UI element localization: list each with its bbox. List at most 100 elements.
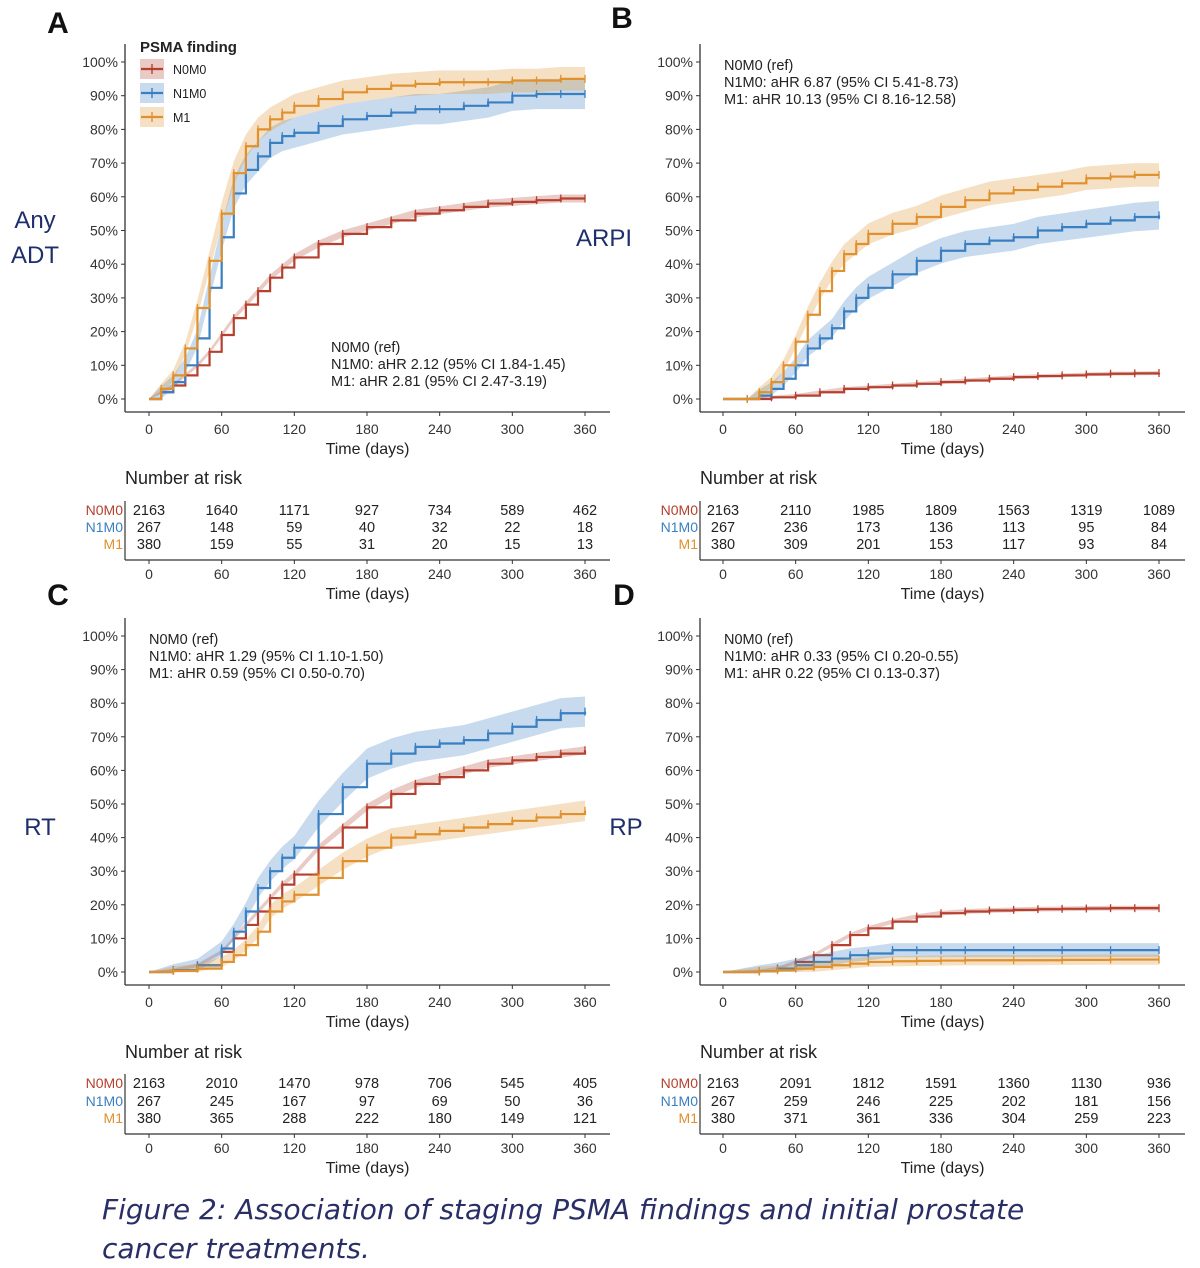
risk-cell: 149 [500, 1111, 524, 1127]
row-label: RT [24, 814, 56, 841]
series-m1 [149, 800, 587, 975]
risk-row-label: M1 [104, 1110, 124, 1126]
x-axis-label: Time (days) [326, 441, 410, 458]
risk-cell: 153 [929, 537, 953, 553]
confidence-band-n1m0 [149, 696, 585, 972]
y-tick-label: 40% [665, 830, 693, 846]
y-tick-label: 70% [665, 729, 693, 745]
y-tick-label: 90% [90, 88, 118, 104]
confidence-band-m1 [723, 163, 1159, 399]
risk-x-tick-label: 120 [857, 1140, 881, 1156]
risk-cell: 36 [577, 1094, 593, 1110]
risk-x-tick-label: 240 [1002, 1140, 1026, 1156]
series-n1m0 [149, 696, 587, 975]
risk-cell: 2091 [780, 1076, 812, 1092]
legend-label-n1m0: N1M0 [173, 87, 206, 101]
x-axis-label: Time (days) [901, 441, 985, 458]
risk-x-tick-label: 180 [929, 1140, 953, 1156]
x-tick-label: 240 [1002, 421, 1026, 437]
risk-x-tick-label: 0 [719, 566, 727, 582]
risk-x-tick-label: 240 [428, 566, 452, 582]
risk-cell: 927 [355, 503, 379, 519]
y-tick-label: 90% [90, 662, 118, 678]
risk-cell: 55 [286, 537, 302, 553]
y-tick-label: 20% [90, 897, 118, 913]
risk-row-label: N1M0 [661, 519, 699, 535]
y-tick-label: 0% [673, 391, 693, 407]
y-tick-label: 90% [665, 88, 693, 104]
risk-cell: 936 [1147, 1076, 1171, 1092]
risk-cell: 156 [1147, 1094, 1171, 1110]
y-tick-label: 40% [90, 256, 118, 272]
hazard-annotation: N0M0 (ref) [149, 632, 218, 648]
panel-letter: D [613, 579, 635, 612]
x-tick-label: 0 [719, 421, 727, 437]
risk-cell: 136 [929, 520, 953, 536]
risk-x-tick-label: 360 [573, 1140, 597, 1156]
y-tick-label: 80% [665, 121, 693, 137]
risk-x-tick-label: 300 [501, 1140, 525, 1156]
risk-x-tick-label: 120 [857, 566, 881, 582]
y-tick-label: 80% [665, 695, 693, 711]
curve-n1m0 [149, 711, 587, 974]
row-label: RP [609, 814, 642, 841]
series-n0m0 [723, 369, 1161, 403]
x-tick-label: 120 [857, 421, 881, 437]
y-tick-label: 10% [90, 930, 118, 946]
hazard-annotation: M1: aHR 0.22 (95% CI 0.13-0.37) [724, 666, 940, 682]
risk-cell: 380 [137, 537, 161, 553]
panel-a: A Any ADT 0% 10% 20% 30% 40% 50% 60% 70% 80% 90% 100%… [11, 7, 610, 603]
risk-x-tick-label: 300 [1075, 566, 1099, 582]
risk-table-title: Number at risk [125, 468, 243, 488]
risk-cell: 15 [504, 537, 520, 553]
risk-cell: 365 [210, 1111, 234, 1127]
risk-cell: 180 [428, 1111, 452, 1127]
risk-cell: 1360 [998, 1076, 1030, 1092]
risk-cell: 545 [500, 1076, 524, 1092]
risk-cell: 93 [1078, 537, 1094, 553]
hazard-annotation: N0M0 (ref) [331, 340, 400, 356]
hazard-annotation: M1: aHR 0.59 (95% CI 0.50-0.70) [149, 666, 365, 682]
risk-cell: 95 [1078, 520, 1094, 536]
risk-cell: 589 [500, 503, 524, 519]
risk-cell: 1640 [206, 503, 238, 519]
x-tick-label: 300 [1075, 994, 1099, 1010]
y-tick-label: 80% [90, 695, 118, 711]
curve-n1m0 [723, 215, 1161, 401]
risk-cell: 40 [359, 520, 375, 536]
risk-cell: 706 [428, 1076, 452, 1092]
risk-cell: 13 [577, 537, 593, 553]
y-tick-label: 60% [90, 762, 118, 778]
risk-cell: 50 [504, 1094, 520, 1110]
x-tick-label: 60 [788, 994, 804, 1010]
risk-cell: 236 [784, 520, 808, 536]
risk-x-tick-label: 360 [573, 566, 597, 582]
risk-row-label: N0M0 [661, 502, 699, 518]
x-axis-label: Time (days) [326, 1014, 410, 1031]
risk-cell: 201 [856, 537, 880, 553]
legend-label-m1: M1 [173, 111, 190, 125]
y-tick-label: 50% [665, 223, 693, 239]
risk-cell: 69 [432, 1094, 448, 1110]
curve-n1m0 [149, 92, 585, 401]
y-tick-label: 60% [665, 762, 693, 778]
risk-row-label: N0M0 [86, 502, 124, 518]
risk-x-axis-label: Time (days) [901, 1160, 985, 1177]
risk-cell: 267 [137, 1094, 161, 1110]
risk-cell: 245 [210, 1094, 234, 1110]
y-tick-label: 50% [90, 796, 118, 812]
risk-cell: 173 [856, 520, 880, 536]
risk-table-title: Number at risk [700, 1042, 818, 1062]
risk-row-label: M1 [679, 1110, 699, 1126]
risk-row-label: N1M0 [86, 519, 124, 535]
risk-x-tick-label: 60 [214, 1140, 230, 1156]
x-tick-label: 240 [428, 994, 452, 1010]
risk-cell: 2163 [133, 503, 165, 519]
risk-cell: 304 [1002, 1111, 1026, 1127]
x-tick-label: 60 [214, 421, 230, 437]
risk-cell: 202 [1002, 1094, 1026, 1110]
series-m1 [723, 954, 1160, 976]
risk-cell: 267 [711, 1094, 735, 1110]
x-tick-label: 0 [719, 994, 727, 1010]
y-tick-label: 30% [665, 290, 693, 306]
